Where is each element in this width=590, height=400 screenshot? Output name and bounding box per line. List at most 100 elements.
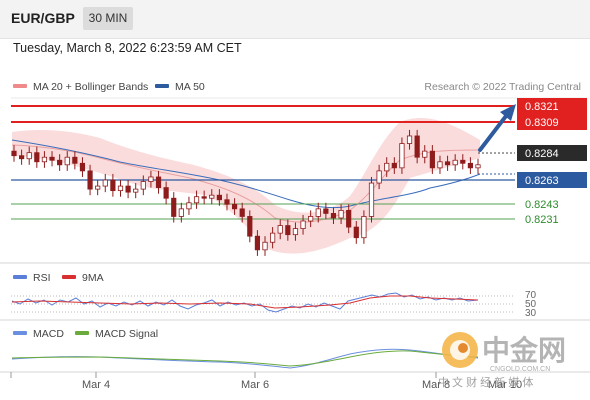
macd-legend-label: MACD: [33, 328, 64, 340]
macd-signal-line: [11, 350, 479, 367]
level-badge-0: [517, 98, 587, 114]
rsi-legend-label: RSI: [33, 272, 51, 284]
candle-body: [437, 161, 443, 169]
candle-body: [148, 176, 154, 182]
level-value-4: 0.8243: [525, 199, 559, 211]
macd-line: [11, 348, 479, 369]
candle-body: [247, 216, 253, 237]
candle-body: [414, 135, 420, 158]
candle-body: [41, 156, 48, 163]
candle-body: [323, 208, 329, 214]
ma20-legend-label: MA 20 + Bollinger Bands: [33, 81, 148, 93]
candle-body: [406, 135, 413, 144]
candle-body: [133, 188, 139, 193]
rsi-level-30: 30: [525, 308, 537, 319]
macd-signal-legend-swatch: [75, 331, 89, 335]
timeframe-button[interactable]: 30 MIN: [83, 7, 133, 30]
candle-body: [224, 199, 230, 205]
rsi-line: [11, 292, 479, 313]
candle-body: [285, 225, 291, 236]
rsi-ma-legend-label: 9MA: [82, 272, 104, 284]
x-tick-0: Mar 4: [82, 379, 110, 391]
candle-body: [95, 185, 101, 190]
candle-body: [19, 155, 25, 160]
candle-body: [475, 164, 481, 169]
candle-body: [368, 182, 375, 217]
candle-body: [186, 202, 192, 210]
candles: [11, 129, 481, 256]
macd-legend-swatch: [13, 331, 27, 335]
candle-body: [308, 216, 314, 222]
candle-body: [193, 196, 200, 204]
candle-body: [338, 209, 344, 219]
candle-body: [125, 185, 131, 193]
level-badge-1: [517, 114, 587, 130]
level-value-5: 0.8231: [525, 214, 559, 226]
candle-body: [399, 143, 405, 169]
candle-body: [277, 225, 283, 234]
rsi-legend-swatch: [13, 275, 27, 279]
candle-body: [34, 152, 40, 163]
level-badge-2: [517, 145, 587, 161]
candle-body: [300, 220, 306, 229]
candle-body: [467, 162, 473, 169]
ma50-legend-swatch: [155, 84, 169, 88]
candle-body: [102, 179, 108, 187]
rsi-ma-line: [11, 295, 479, 309]
research-credit: Research © 2022 Trading Central: [424, 81, 581, 93]
candle-body: [163, 187, 169, 199]
candle-body: [49, 156, 55, 161]
candle-body: [460, 159, 466, 164]
ma50-legend-label: MA 50: [175, 81, 205, 93]
level-value-0: 0.8321: [525, 101, 559, 113]
ma50-line: [11, 139, 481, 209]
candle-body: [422, 150, 428, 158]
rsi-level-70: 70: [525, 290, 537, 301]
forecast-arrow-head: [500, 104, 516, 121]
forecast-arrow: [478, 114, 508, 152]
candle-body: [376, 170, 382, 184]
level-value-2: 0.8284: [525, 148, 559, 160]
macd-signal-legend-label: MACD Signal: [95, 328, 158, 340]
candle-body: [384, 162, 390, 172]
candle-body: [11, 150, 17, 157]
candle-body: [201, 196, 207, 199]
candle-body: [353, 226, 359, 239]
candle-body: [330, 213, 337, 219]
candle-body: [216, 194, 222, 201]
datetime-label: Tuesday, March 8, 2022 6:23:59 AM CET: [13, 41, 242, 55]
level-value-1: 0.8309: [525, 117, 559, 129]
candle-body: [72, 156, 78, 164]
candle-body: [231, 203, 238, 210]
candle-body: [429, 150, 435, 169]
level-badge-3: [517, 172, 587, 188]
candle-body: [391, 162, 397, 169]
candle-body: [140, 181, 146, 190]
candle-body: [270, 232, 276, 243]
candle-body: [262, 241, 268, 251]
header-bar: EUR/GBP 30 MIN: [0, 0, 590, 39]
candle-body: [57, 159, 63, 166]
candle-body: [209, 194, 215, 199]
candle-body: [444, 161, 451, 166]
candle-body: [155, 176, 162, 188]
candle-body: [292, 228, 299, 236]
x-tick-2: Mar 8: [422, 379, 450, 391]
candle-body: [178, 208, 184, 217]
candle-body: [117, 185, 124, 192]
rsi-ma-legend-swatch: [62, 275, 76, 279]
candle-body: [361, 216, 367, 239]
candle-body: [87, 170, 93, 190]
level-value-3: 0.8263: [525, 175, 559, 187]
x-tick-1: Mar 6: [241, 379, 269, 391]
candle-body: [239, 208, 245, 217]
x-tick-3: Mar 10: [488, 379, 522, 391]
candle-body: [254, 235, 261, 251]
symbol-title: EUR/GBP: [11, 10, 75, 26]
candle-body: [26, 152, 32, 160]
candle-body: [64, 156, 70, 166]
candle-body: [171, 197, 177, 217]
candle-body: [79, 162, 86, 172]
rsi-level-50: 50: [525, 299, 537, 310]
